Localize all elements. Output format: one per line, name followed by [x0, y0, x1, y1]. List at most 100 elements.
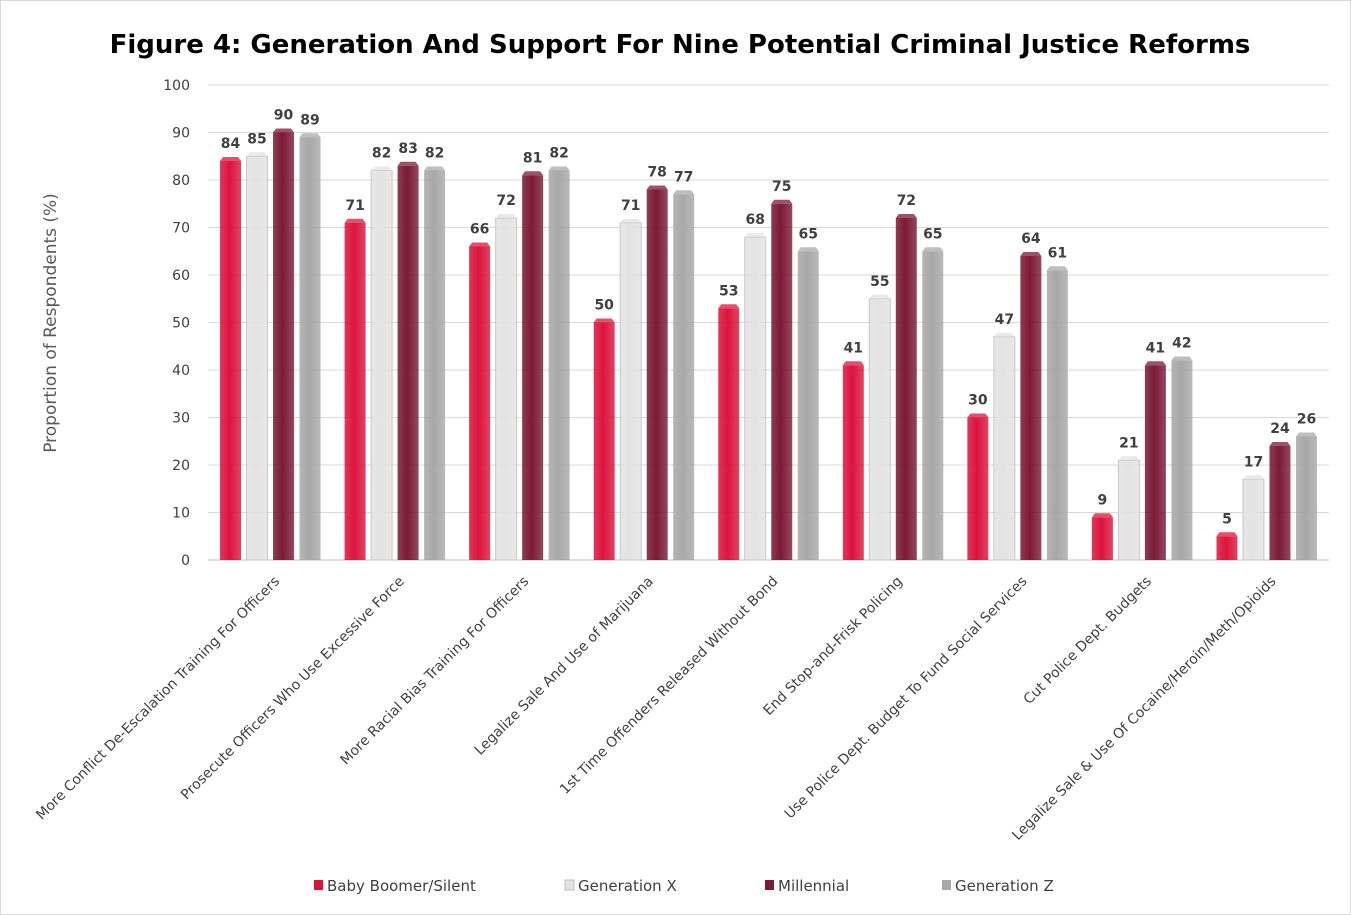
bar — [1242, 478, 1265, 561]
bar-top — [967, 413, 989, 418]
data-label: 89 — [300, 112, 319, 128]
bar-top — [842, 361, 864, 366]
bar-top — [869, 294, 891, 299]
bar — [344, 222, 366, 560]
bar — [1046, 270, 1068, 560]
bar-top — [495, 214, 517, 218]
bar-top — [548, 166, 570, 171]
bar-top — [797, 247, 819, 252]
bar-top — [771, 199, 793, 204]
bar — [868, 298, 891, 561]
bar-top — [620, 218, 642, 223]
y-tick-label: 50 — [172, 316, 190, 332]
bar-top — [1091, 513, 1113, 518]
data-label: 41 — [1146, 340, 1165, 356]
bar-top — [371, 166, 393, 171]
bar — [522, 175, 544, 560]
legend-swatch — [765, 880, 774, 890]
bar-top — [673, 190, 695, 195]
data-label: 50 — [594, 298, 614, 314]
data-label: 61 — [1048, 245, 1067, 261]
bar — [273, 132, 295, 560]
bar — [495, 217, 518, 561]
bar — [1269, 446, 1291, 560]
data-label: 21 — [1119, 435, 1138, 451]
data-label: 24 — [1270, 421, 1290, 437]
bar-top — [469, 242, 491, 247]
legend-swatch — [564, 879, 575, 891]
bar-top — [593, 318, 615, 323]
y-axis-label: Proportion of Respondents (%) — [41, 193, 61, 453]
data-label: 42 — [1172, 336, 1191, 352]
bar — [220, 161, 242, 560]
y-tick-label: 100 — [163, 78, 190, 94]
bar-top — [922, 247, 944, 252]
y-tick-label: 80 — [172, 173, 190, 189]
data-label: 64 — [1021, 231, 1041, 247]
data-label: 26 — [1297, 412, 1316, 428]
legend-swatch — [942, 880, 951, 890]
y-tick-label: 10 — [172, 506, 190, 522]
bar-top — [273, 128, 295, 133]
bar-top — [646, 185, 668, 190]
bar-top — [1118, 456, 1140, 461]
bar — [246, 155, 269, 561]
y-tick-label: 70 — [172, 221, 190, 237]
data-label: 41 — [844, 340, 863, 356]
x-category-label: Prosecute Officers Who Use Excessive For… — [178, 574, 408, 804]
data-label: 77 — [674, 169, 693, 185]
bar-top — [424, 166, 446, 171]
data-label: 68 — [746, 212, 765, 228]
legend-label: Generation Z — [955, 877, 1054, 895]
y-tick-label: 0 — [181, 553, 190, 569]
x-category-label: Cut Police Dept. Budgets — [1021, 574, 1155, 708]
bar — [469, 246, 491, 560]
y-tick-label: 40 — [172, 363, 190, 379]
data-label: 71 — [345, 198, 364, 214]
data-label: 90 — [274, 108, 294, 124]
legend-label: Generation X — [578, 877, 677, 895]
bar — [967, 417, 989, 560]
bar-top — [1269, 442, 1291, 446]
legend-swatch — [314, 880, 323, 890]
x-category-label: End Stop-and-Frisk Policing — [761, 574, 906, 719]
data-label: 83 — [398, 141, 417, 157]
bar-top — [246, 152, 268, 157]
bar — [619, 222, 642, 561]
x-category-label: Use Police Dept. Budget To Fund Social S… — [782, 574, 1031, 823]
bar — [1117, 459, 1140, 561]
y-tick-label: 30 — [172, 411, 190, 427]
data-label: 53 — [719, 283, 738, 299]
bar-top — [1144, 361, 1166, 366]
data-label: 71 — [621, 198, 640, 214]
bar — [370, 170, 393, 561]
bar — [424, 170, 446, 560]
bar-top — [397, 161, 419, 166]
bar — [593, 322, 615, 560]
bar-top — [1295, 432, 1317, 437]
data-label: 47 — [995, 312, 1014, 328]
bar — [922, 251, 944, 560]
data-label: 72 — [496, 193, 515, 209]
chart-title: Figure 4: Generation And Support For Nin… — [110, 30, 1251, 60]
legend-label: Millennial — [778, 877, 849, 895]
legend: Baby Boomer/Silent Generation X Millennial… — [314, 877, 1054, 895]
bar — [299, 137, 321, 560]
data-label: 84 — [221, 136, 241, 152]
data-label: 5 — [1222, 511, 1232, 527]
bar-top — [1216, 532, 1238, 537]
bar-top — [1020, 252, 1042, 256]
y-tick-label: 90 — [172, 126, 190, 142]
bars — [220, 128, 1317, 561]
data-label: 82 — [549, 146, 568, 162]
bar-top — [344, 218, 366, 223]
data-label: 66 — [470, 222, 489, 238]
bar — [1091, 517, 1113, 560]
data-label: 9 — [1098, 492, 1108, 508]
bar — [548, 170, 570, 560]
bar — [1171, 360, 1193, 560]
bar — [744, 236, 767, 561]
bar — [1216, 536, 1238, 560]
bar — [993, 336, 1016, 561]
